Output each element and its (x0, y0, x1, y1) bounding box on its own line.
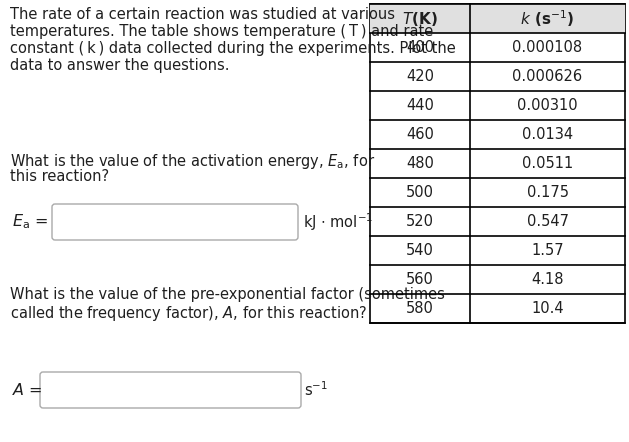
Text: 520: 520 (406, 214, 434, 229)
Text: 0.0134: 0.0134 (522, 127, 573, 142)
Text: 1.57: 1.57 (531, 243, 564, 258)
Text: $k$ (s$^{-1}$): $k$ (s$^{-1}$) (520, 8, 574, 29)
Text: 400: 400 (406, 40, 434, 55)
Text: What is the value of the pre-exponential factor (sometimes: What is the value of the pre-exponential… (10, 287, 445, 302)
Bar (370, 4, 625, 323)
Bar (370, 4, 625, 33)
Text: kJ $\cdot$ mol$^{-1}$: kJ $\cdot$ mol$^{-1}$ (303, 211, 373, 233)
Text: temperatures. The table shows temperature ( T ) and rate: temperatures. The table shows temperatur… (10, 24, 433, 39)
Text: 580: 580 (406, 301, 434, 316)
Text: 480: 480 (406, 156, 434, 171)
Text: $E_{\mathrm{a}}$ =: $E_{\mathrm{a}}$ = (12, 213, 48, 231)
Text: data to answer the questions.: data to answer the questions. (10, 58, 230, 73)
Text: called the frequency factor), $A$, for this reaction?: called the frequency factor), $A$, for t… (10, 304, 367, 323)
Text: 560: 560 (406, 272, 434, 287)
Text: 500: 500 (406, 185, 434, 200)
Text: s$^{-1}$: s$^{-1}$ (304, 381, 328, 400)
Text: 0.000626: 0.000626 (513, 69, 582, 84)
Text: 440: 440 (406, 98, 434, 113)
Text: constant ( k ) data collected during the experiments. Plot the: constant ( k ) data collected during the… (10, 41, 456, 56)
Text: $A$ =: $A$ = (12, 382, 43, 398)
Text: 460: 460 (406, 127, 434, 142)
Text: 10.4: 10.4 (531, 301, 564, 316)
FancyBboxPatch shape (40, 372, 301, 408)
Text: 0.000108: 0.000108 (513, 40, 582, 55)
Text: 0.00310: 0.00310 (517, 98, 578, 113)
Text: The rate of a certain reaction was studied at various: The rate of a certain reaction was studi… (10, 7, 395, 22)
FancyBboxPatch shape (52, 204, 298, 240)
Text: What is the value of the activation energy, $E_{\mathrm{a}}$, for: What is the value of the activation ener… (10, 152, 375, 171)
Text: 420: 420 (406, 69, 434, 84)
Text: 0.0511: 0.0511 (522, 156, 573, 171)
Text: $\mathit{T}$(K): $\mathit{T}$(K) (402, 9, 438, 27)
Text: 4.18: 4.18 (532, 272, 564, 287)
Text: 0.547: 0.547 (526, 214, 569, 229)
Text: 540: 540 (406, 243, 434, 258)
Text: 0.175: 0.175 (526, 185, 569, 200)
Text: this reaction?: this reaction? (10, 169, 109, 184)
